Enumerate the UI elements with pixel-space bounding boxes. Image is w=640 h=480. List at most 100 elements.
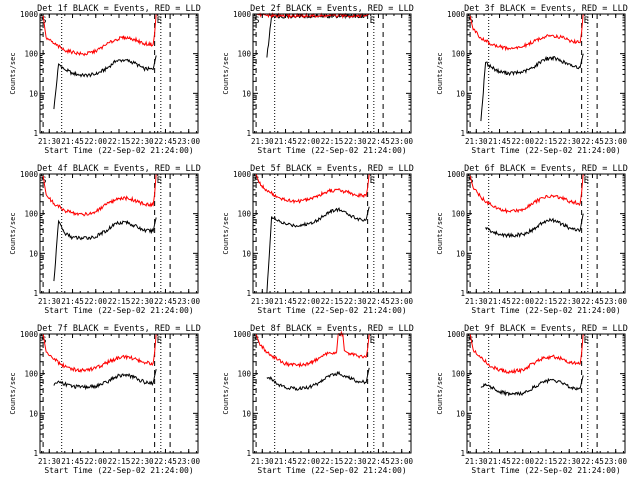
y-tick-label: 10 [29,409,39,418]
x-axis-label: Start Time (22-Sep-02 21:24:00) [471,306,620,315]
x-tick-label: 21:30 [251,457,274,466]
x-axis-label: Start Time (22-Sep-02 21:24:00) [44,146,193,155]
end-marker: E [370,336,375,346]
x-tick-label: 23:00 [177,457,200,466]
y-tick-label: 100 [237,210,251,219]
x-tick-label: 21:30 [38,137,61,146]
plot-frame [466,173,626,294]
start-marker: S [254,176,259,186]
y-axis-label: Counts/sec [9,372,17,414]
panel-title: Det 5f BLACK = Events, RED = LLD [250,164,414,174]
y-axis-label: Counts/sec [222,52,230,94]
x-tick-label: 23:00 [604,297,627,306]
x-tick-label: 23:00 [177,297,200,306]
y-tick-label: 100 [24,50,38,59]
x-tick-label: 22:00 [297,297,320,306]
series-events-line [485,213,584,239]
panel-det-6: Det 6f BLACK = Events, RED = LLD S E 1 10 100… [436,164,628,315]
y-tick-label: 1000 [447,10,466,19]
x-tick-label: 22:45 [581,137,604,146]
y-tick-label: 100 [237,50,251,59]
panel-title: Det 4f BLACK = Events, RED = LLD [37,164,201,174]
y-tick-label: 100 [24,370,38,379]
x-tick-label: 22:45 [367,457,390,466]
x-tick-label: 21:30 [251,297,274,306]
x-tick-label: 22:15 [108,297,131,306]
x-tick-label: 21:45 [61,457,84,466]
y-tick-label: 1 [460,449,465,458]
x-tick-label: 22:30 [344,297,367,306]
x-tick-label: 22:45 [367,137,390,146]
x-tick-label: 21:45 [488,457,511,466]
start-marker: S [254,16,259,26]
y-tick-label: 10 [242,249,252,258]
y-axis-label: Counts/sec [222,372,230,414]
x-tick-label: 22:15 [321,457,344,466]
x-tick-label: 21:45 [488,137,511,146]
end-marker: E [157,16,162,26]
x-tick-label: 22:15 [108,137,131,146]
x-tick-label: 22:30 [558,297,581,306]
y-axis-label: Counts/sec [436,52,444,94]
plot-frame [39,333,199,454]
x-tick-label: 21:30 [251,137,274,146]
x-tick-label: 23:00 [604,457,627,466]
y-tick-label: 10 [29,249,39,258]
series-lld-line [42,173,157,217]
y-axis-label: Counts/sec [222,212,230,254]
x-tick-label: 22:00 [511,137,534,146]
x-tick-label: 22:00 [84,297,107,306]
series-events-line [53,368,157,391]
series-events-line [266,206,370,294]
x-tick-label: 22:00 [511,297,534,306]
y-tick-label: 100 [24,210,38,219]
panel-det-5: Det 5f BLACK = Events, RED = LLD S E 1 10 100… [222,164,414,315]
y-tick-label: 10 [242,409,252,418]
panel-title: Det 3f BLACK = Events, RED = LLD [464,4,628,14]
plot-frame [252,333,412,454]
x-tick-label: 22:45 [154,457,177,466]
x-tick-label: 22:45 [154,137,177,146]
x-tick-label: 21:45 [274,137,297,146]
x-tick-label: 23:00 [604,137,627,146]
panel-det-8: Det 8f BLACK = Events, RED = LLD S E 1 10 100… [222,324,414,475]
x-axis-label: Start Time (22-Sep-02 21:24:00) [44,466,193,475]
x-axis-label: Start Time (22-Sep-02 21:24:00) [257,146,406,155]
end-marker: E [157,336,162,346]
y-axis-label: Counts/sec [436,212,444,254]
x-tick-label: 23:00 [177,137,200,146]
x-tick-label: 22:15 [535,137,558,146]
x-tick-label: 22:00 [297,457,320,466]
y-tick-label: 100 [451,370,465,379]
y-tick-label: 1 [33,129,38,138]
panel-title: Det 7f BLACK = Events, RED = LLD [37,324,201,334]
series-lld-line [469,333,584,375]
x-tick-label: 22:45 [154,297,177,306]
x-tick-label: 22:15 [535,457,558,466]
x-tick-label: 21:45 [488,297,511,306]
series-lld-line [469,173,584,214]
x-tick-label: 21:45 [61,297,84,306]
panel-det-2: Det 2f BLACK = Events, RED = LLD S E 1 10 100… [222,4,414,155]
x-axis-label: Start Time (22-Sep-02 21:24:00) [44,306,193,315]
y-tick-label: 1 [246,289,251,298]
series-events-line [480,53,584,122]
y-tick-label: 1000 [447,170,466,179]
y-tick-label: 10 [456,89,466,98]
x-axis-label: Start Time (22-Sep-02 21:24:00) [471,146,620,155]
x-tick-label: 22:00 [511,457,534,466]
series-lld-line [42,13,157,57]
x-axis-label: Start Time (22-Sep-02 21:24:00) [257,466,406,475]
y-tick-label: 1 [33,289,38,298]
x-tick-label: 22:00 [297,137,320,146]
x-tick-label: 22:45 [581,457,604,466]
x-tick-label: 22:45 [581,297,604,306]
series-events-line [266,12,370,58]
x-tick-label: 22:30 [131,297,154,306]
x-tick-label: 21:30 [465,137,488,146]
y-tick-label: 1000 [233,170,252,179]
plot-frame [39,173,199,294]
